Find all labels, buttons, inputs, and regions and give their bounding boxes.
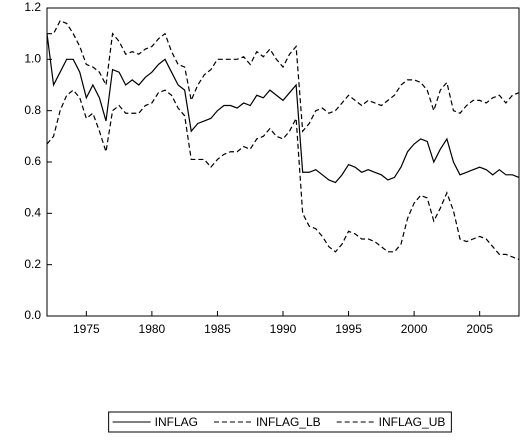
x-tick-label: 1975 [73,322,100,336]
legend-label: INFLAG_LB [256,415,321,429]
y-tick-label: 0.8 [24,103,41,117]
x-tick-label: 2000 [401,322,428,336]
legend-label: INFLAG [155,415,198,429]
y-tick-label: 0.4 [24,206,41,220]
y-tick-label: 1.0 [24,52,41,66]
y-tick-label: 0.0 [24,308,41,322]
legend-box [108,411,452,433]
series-line [46,33,520,184]
x-tick-label: 1990 [270,322,297,336]
x-tick-label: 1985 [204,322,231,336]
y-tick-label: 0.6 [24,154,41,168]
x-tick-label: 1995 [335,322,362,336]
x-tick-label: 1980 [139,322,166,336]
series-line [46,89,520,261]
plot-frame [46,7,520,317]
x-tick-label: 2005 [466,322,493,336]
legend-label: INFLAG_UB [379,415,446,429]
y-tick-label: 0.2 [24,257,41,271]
series-line [47,20,520,133]
y-tick-label: 1.2 [24,0,41,14]
